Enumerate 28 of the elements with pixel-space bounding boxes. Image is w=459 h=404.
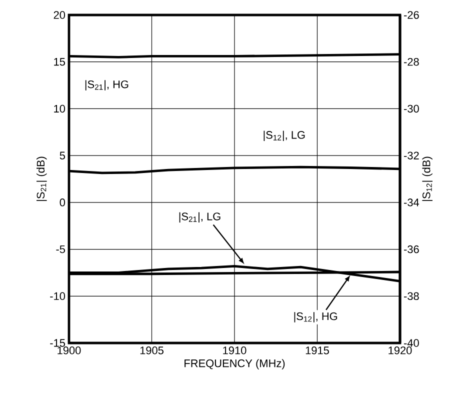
y2-tick-label: -26 [404,11,419,19]
y-tick-label: 5 [60,152,66,160]
text: |S$_{12}$|, HG [294,312,338,322]
x-axis-title: FREQUENCY (MHz) [184,359,285,370]
y2-tick-label: -28 [404,58,419,66]
x-tick-label: 1905 [140,346,164,354]
text: |S$_{12}$|, LG [264,130,305,142]
x-tick-label: 1910 [223,346,246,354]
y-tick-label: -10 [50,292,66,300]
y-tick-label: -15 [50,339,66,347]
y2-tick-label: -36 [404,245,419,254]
y-axis-title: |S$_{21}$| (dB) [36,156,47,201]
y2-tick-label: -30 [404,104,419,113]
y-tick-label: 0 [60,198,66,206]
y-tick-label: 10 [54,104,66,113]
text: |S$_{21}$|, HG [85,80,128,90]
x-tick-label: 1900 [58,346,81,354]
x-tick-label: 1915 [306,346,329,354]
y2-tick-label: -34 [404,198,420,206]
y2-tick-label: -38 [404,292,419,300]
y-tick-label: -5 [56,245,66,254]
y2-axis-title: |S$_{12}$| (dB) [422,156,432,201]
y-tick-label: 20 [54,11,66,19]
y-tick-label: 15 [54,58,66,66]
text: |S$_{21}$|, LG [179,212,220,223]
y2-tick-label: -40 [404,339,419,347]
y2-tick-label: -32 [404,152,419,160]
x-tick-label: 1920 [388,346,412,354]
